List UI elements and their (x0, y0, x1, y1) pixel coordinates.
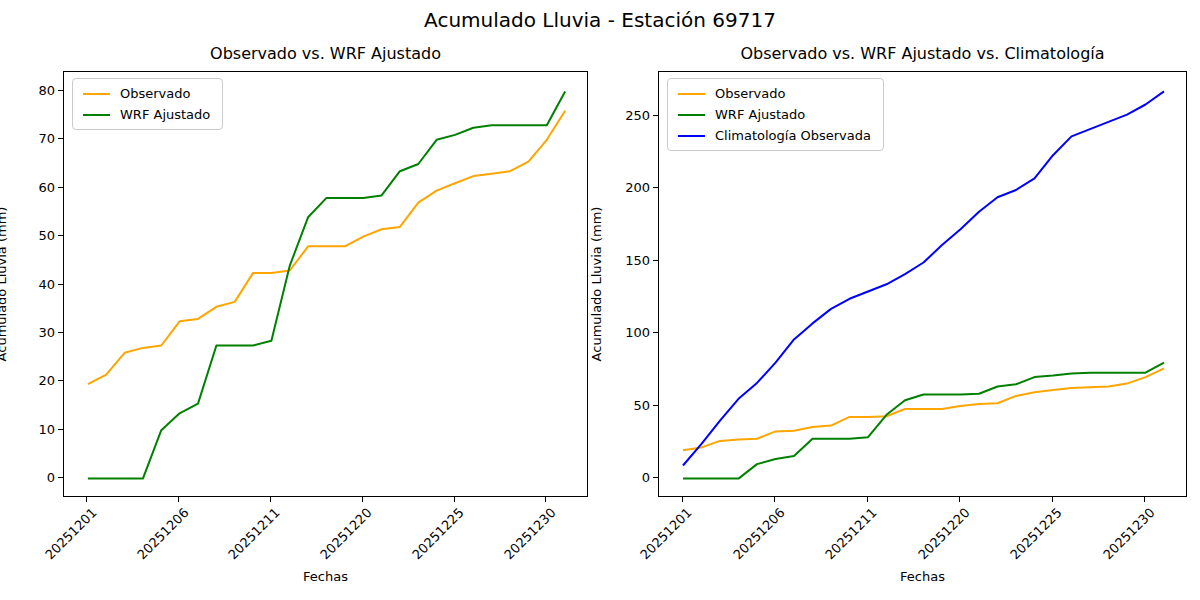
legend-line-swatch-observado (678, 93, 705, 95)
legend-item-climatologia-observada: Climatología Observada (678, 128, 871, 143)
y-tick-mark (58, 138, 63, 139)
legend-label-observado: Observado (120, 86, 190, 101)
left-chart-title: Observado vs. WRF Ajustado (63, 44, 588, 63)
left-chart-panel: Observado vs. WRF Ajustado Acumulado Llu… (63, 71, 588, 497)
y-tick-label: 100 (608, 325, 650, 340)
x-tick-mark (867, 497, 868, 502)
y-tick-label: 50 (608, 398, 650, 413)
left-chart-xlabel: Fechas (63, 569, 588, 584)
series-line-observado (88, 111, 565, 385)
x-tick-mark (454, 497, 455, 502)
y-tick-mark (653, 260, 658, 261)
y-tick-mark (58, 332, 63, 333)
legend-label-wrf-ajustado: WRF Ajustado (120, 107, 210, 122)
left-chart-ylabel: Acumulado Lluvia (mm) (0, 207, 9, 362)
y-tick-mark (58, 380, 63, 381)
y-tick-label: 0 (608, 470, 650, 485)
observado-vs-wrf-ajustado-svg (64, 72, 589, 498)
y-tick-mark (653, 405, 658, 406)
figure-suptitle: Acumulado Lluvia - Estación 69717 (0, 8, 1200, 32)
legend-line-swatch-observado (83, 93, 110, 95)
legend-item-wrf-ajustado: WRF Ajustado (83, 107, 210, 122)
legend-line-swatch-climatologia-observada (678, 135, 705, 137)
left-chart-plot-area (63, 71, 588, 497)
x-tick-label: 20251206 (692, 505, 787, 600)
x-tick-label: 20251220 (279, 505, 374, 600)
y-tick-mark (653, 187, 658, 188)
y-tick-mark (58, 429, 63, 430)
x-tick-mark (362, 497, 363, 502)
series-line-wrf-ajustado (88, 91, 565, 478)
y-tick-mark (58, 187, 63, 188)
legend-label-climatologia-observada: Climatología Observada (715, 128, 871, 143)
right-chart-title: Observado vs. WRF Ajustado vs. Climatolo… (658, 44, 1187, 63)
y-tick-label: 0 (13, 470, 55, 485)
y-tick-label: 40 (13, 277, 55, 292)
x-tick-label: 20251201 (4, 505, 99, 600)
y-tick-label: 10 (13, 422, 55, 437)
x-tick-label: 20251206 (96, 505, 191, 600)
x-tick-mark (545, 497, 546, 502)
legend-item-observado: Observado (83, 86, 210, 101)
x-tick-mark (178, 497, 179, 502)
right-chart-ylabel: Acumulado Lluvia (mm) (589, 207, 604, 362)
x-tick-label: 20251225 (371, 505, 466, 600)
x-tick-label: 20251201 (599, 505, 694, 600)
legend-item-observado: Observado (678, 86, 871, 101)
x-tick-mark (774, 497, 775, 502)
legend-item-wrf-ajustado: WRF Ajustado (678, 107, 871, 122)
y-tick-label: 30 (13, 325, 55, 340)
x-tick-label: 20251211 (784, 505, 879, 600)
x-tick-mark (1144, 497, 1145, 502)
legend-line-swatch-wrf-ajustado (83, 114, 110, 116)
right-chart-xlabel: Fechas (658, 569, 1187, 584)
y-tick-mark (58, 284, 63, 285)
x-tick-mark (959, 497, 960, 502)
y-tick-mark (58, 477, 63, 478)
y-tick-label: 200 (608, 180, 650, 195)
series-line-observado (683, 368, 1164, 450)
x-tick-label: 20251230 (1062, 505, 1157, 600)
x-tick-label: 20251211 (188, 505, 283, 600)
legend-label-wrf-ajustado: WRF Ajustado (715, 107, 805, 122)
y-tick-label: 80 (13, 83, 55, 98)
y-tick-label: 70 (13, 131, 55, 146)
figure: Acumulado Lluvia - Estación 69717 Observ… (0, 0, 1200, 600)
x-tick-mark (1052, 497, 1053, 502)
right-chart-panel: Observado vs. WRF Ajustado vs. Climatolo… (658, 71, 1187, 497)
series-line-wrf-ajustado (683, 363, 1164, 479)
x-tick-label: 20251230 (463, 505, 558, 600)
y-tick-mark (653, 332, 658, 333)
y-tick-label: 150 (608, 253, 650, 268)
y-tick-mark (653, 477, 658, 478)
y-tick-mark (58, 90, 63, 91)
legend-line-swatch-wrf-ajustado (678, 114, 705, 116)
y-tick-label: 20 (13, 373, 55, 388)
y-tick-mark (58, 235, 63, 236)
legend-label-observado: Observado (715, 86, 785, 101)
y-tick-label: 250 (608, 108, 650, 123)
x-tick-label: 20251220 (877, 505, 972, 600)
right-chart-legend: Observado WRF Ajustado Climatología Observ… (667, 78, 884, 151)
x-tick-mark (270, 497, 271, 502)
x-tick-mark (86, 497, 87, 502)
y-tick-mark (653, 115, 658, 116)
x-tick-mark (682, 497, 683, 502)
y-tick-label: 60 (13, 180, 55, 195)
left-chart-legend: Observado WRF Ajustado (72, 78, 223, 130)
y-tick-label: 50 (13, 228, 55, 243)
x-tick-label: 20251225 (969, 505, 1064, 600)
